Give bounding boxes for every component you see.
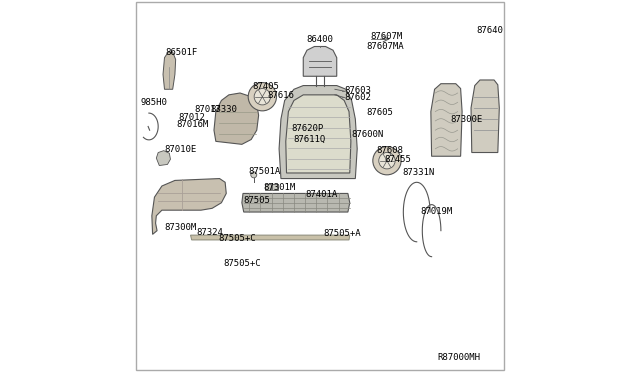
- Circle shape: [379, 153, 395, 169]
- Text: 87505+C: 87505+C: [219, 234, 257, 243]
- Polygon shape: [152, 179, 227, 234]
- Text: 87607MA: 87607MA: [366, 42, 404, 51]
- Bar: [265, 184, 271, 190]
- Polygon shape: [163, 52, 175, 89]
- Text: 87505+A: 87505+A: [324, 229, 362, 238]
- Bar: [273, 184, 278, 190]
- Circle shape: [251, 172, 257, 178]
- Polygon shape: [286, 95, 351, 173]
- Text: 87620P: 87620P: [291, 124, 323, 133]
- Circle shape: [254, 89, 271, 105]
- Text: 87505+C: 87505+C: [223, 259, 261, 268]
- Text: 87611Q: 87611Q: [293, 135, 326, 144]
- Text: 87505: 87505: [244, 196, 271, 205]
- Polygon shape: [214, 93, 259, 144]
- Text: 87401A: 87401A: [305, 190, 337, 199]
- Polygon shape: [191, 235, 349, 240]
- Text: 87602: 87602: [344, 93, 371, 102]
- Text: 87616: 87616: [267, 91, 294, 100]
- Text: 86501F: 86501F: [166, 48, 198, 57]
- Circle shape: [373, 147, 401, 175]
- Text: 985H0: 985H0: [141, 98, 168, 107]
- Text: 87300M: 87300M: [164, 223, 196, 232]
- Polygon shape: [156, 151, 170, 166]
- Polygon shape: [303, 46, 337, 76]
- Text: 87300E: 87300E: [450, 115, 483, 124]
- Text: 87330: 87330: [211, 105, 237, 114]
- Text: R87000MH: R87000MH: [437, 353, 480, 362]
- Text: 87608: 87608: [376, 146, 403, 155]
- Text: 87640: 87640: [476, 26, 503, 35]
- Circle shape: [248, 83, 276, 111]
- Polygon shape: [279, 86, 357, 179]
- Text: 87324: 87324: [196, 228, 223, 237]
- Text: 87607M: 87607M: [371, 32, 403, 41]
- Polygon shape: [431, 84, 462, 156]
- Text: 87455: 87455: [384, 155, 411, 164]
- Text: 87501A: 87501A: [248, 167, 281, 176]
- Text: 87405: 87405: [252, 82, 279, 91]
- Text: 87012: 87012: [178, 113, 205, 122]
- Polygon shape: [471, 80, 499, 153]
- Text: 87605: 87605: [367, 108, 394, 117]
- Text: 87600N: 87600N: [351, 130, 384, 139]
- Text: 87603: 87603: [344, 86, 371, 94]
- Text: 87331N: 87331N: [403, 169, 435, 177]
- Text: 87010E: 87010E: [164, 145, 196, 154]
- Text: 87013: 87013: [195, 105, 221, 114]
- Text: 87019M: 87019M: [420, 207, 452, 216]
- Polygon shape: [242, 193, 349, 212]
- Text: 87301M: 87301M: [264, 183, 296, 192]
- Text: 87016M: 87016M: [177, 120, 209, 129]
- Text: 86400: 86400: [307, 35, 333, 44]
